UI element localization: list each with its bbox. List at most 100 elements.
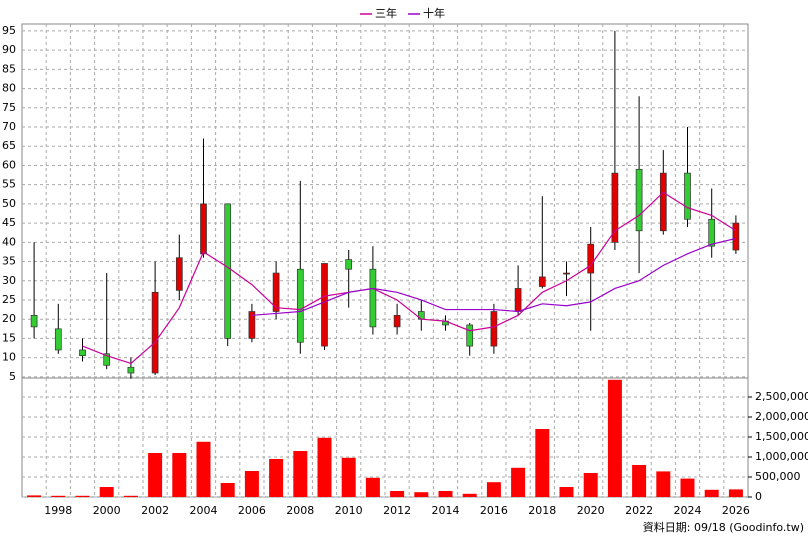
candle-body [684, 172, 691, 220]
candle-body [54, 328, 62, 351]
volume-bar [244, 471, 259, 497]
y-tick-label: 2,000,000 [755, 410, 808, 423]
x-tick-label: 2022 [625, 504, 653, 517]
volume-bar [27, 495, 42, 497]
y-tick-label: 25 [2, 293, 16, 306]
candle-body [490, 311, 498, 347]
volume-bar [632, 465, 647, 497]
x-tick-label: 2006 [238, 504, 266, 517]
x-tick-label: 2020 [577, 504, 605, 517]
candle-body [103, 353, 111, 366]
legend-label: 三年 [375, 6, 397, 20]
candle-body [296, 268, 304, 343]
candle-body [514, 288, 522, 312]
y-tick-label: 10 [2, 351, 16, 364]
volume-bar [535, 429, 550, 497]
x-tick-label: 2018 [528, 504, 556, 517]
volume-bar [390, 491, 405, 497]
y-tick-label: 50 [2, 197, 16, 210]
volume-bar [341, 457, 356, 497]
volume-bar [607, 379, 622, 497]
candle-body [393, 314, 401, 328]
x-tick-label: 2016 [480, 504, 508, 517]
candle-body [659, 172, 667, 232]
y-tick-label: 0 [755, 490, 762, 503]
volume-bar [196, 441, 211, 497]
x-tick-label: 2024 [674, 504, 702, 517]
volume-bar [559, 487, 574, 497]
candle-body [151, 291, 159, 374]
candle-body [248, 311, 256, 339]
y-tick-label: 85 [2, 62, 16, 75]
y-tick-label: 500,000 [755, 470, 801, 483]
y-tick-label: 80 [2, 82, 16, 95]
footer: 資料日期: 09/18 (Goodinfo.tw) [643, 520, 804, 534]
ma-line [82, 191, 737, 365]
volume-bar [462, 493, 477, 497]
x-tick-label: 2002 [141, 504, 169, 517]
y-tick-label: 1,500,000 [755, 430, 808, 443]
x-tick-label: 2000 [93, 504, 121, 517]
volume-bar [75, 495, 90, 497]
volume-bar [172, 453, 187, 497]
volume-bar [123, 495, 138, 497]
volume-bar [414, 492, 429, 497]
candle-body [175, 257, 183, 291]
volume-bar [511, 467, 526, 497]
y-tick-label: 35 [2, 255, 16, 268]
candle-body [30, 314, 38, 328]
candle-body [369, 268, 377, 328]
y-tick-label: 75 [2, 101, 16, 114]
y-tick-label: 20 [2, 312, 16, 325]
volume-bar [365, 477, 380, 497]
volume-bar [438, 491, 453, 497]
candle-body [635, 168, 643, 232]
candle-body [224, 203, 232, 339]
candle-body [538, 276, 546, 287]
volume-bar [583, 473, 598, 497]
candle-body [611, 172, 619, 243]
volume-bar [728, 489, 743, 497]
volume-bar [51, 495, 66, 497]
volume-bar [148, 453, 163, 497]
volume-bar [317, 437, 332, 497]
x-tick-label: 2012 [383, 504, 411, 517]
y-tick-label: 15 [2, 331, 16, 344]
volume-bar [269, 459, 284, 497]
legend-label: 十年 [423, 6, 445, 20]
x-tick-label: 1998 [44, 504, 72, 517]
x-tick-label: 2014 [432, 504, 460, 517]
volume-bar [680, 478, 695, 497]
volume-bar [99, 487, 114, 497]
candle-body [272, 272, 280, 312]
candle-body [466, 324, 474, 347]
candle-body [321, 263, 328, 347]
candle-body [732, 222, 740, 251]
candle-body [79, 349, 86, 357]
volume-bar [656, 471, 671, 497]
y-tick-label: 40 [2, 235, 16, 248]
x-tick-label: 2008 [286, 504, 314, 517]
candle-body [345, 259, 353, 270]
candle-body [563, 272, 570, 275]
x-tick-label: 2004 [190, 504, 218, 517]
y-tick-label: 90 [2, 43, 16, 56]
y-tick-label: 65 [2, 139, 16, 152]
y-tick-label: 55 [2, 178, 16, 191]
y-tick-label: 2,500,000 [755, 390, 808, 403]
volume-bar [704, 489, 719, 497]
y-tick-label: 60 [2, 158, 16, 171]
volume-bar [220, 483, 235, 497]
x-tick-label: 2026 [722, 504, 750, 517]
candle-body [587, 243, 595, 274]
y-tick-label: 5 [9, 370, 16, 383]
volume-bar [486, 482, 501, 497]
y-tick-label: 95 [2, 24, 16, 37]
candle-body [127, 366, 135, 374]
candle-body [708, 218, 716, 247]
candle-body [200, 203, 207, 255]
y-tick-label: 70 [2, 120, 16, 133]
ma-line [251, 237, 737, 316]
y-tick-label: 30 [2, 274, 16, 287]
